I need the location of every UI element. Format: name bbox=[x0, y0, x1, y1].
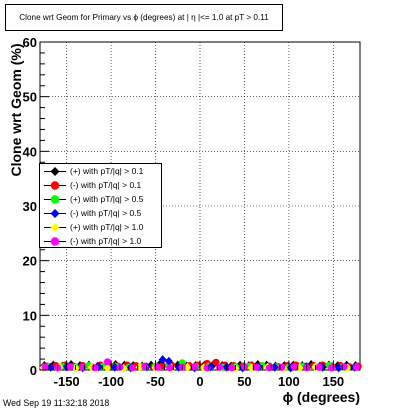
data-point bbox=[278, 363, 286, 371]
y-tick-label: 10 bbox=[23, 308, 37, 323]
legend-entry: (-) with pT/|q| > 0.1 bbox=[40, 179, 161, 192]
data-point bbox=[228, 364, 236, 372]
timestamp-footer: Wed Sep 19 11:32:18 2018 bbox=[3, 398, 110, 408]
data-point bbox=[340, 363, 348, 371]
legend: (+) with pT/|q| > 0.1 (-) with pT/|q| > … bbox=[39, 163, 162, 248]
data-point bbox=[315, 363, 323, 371]
data-point bbox=[158, 355, 167, 365]
data-point bbox=[79, 363, 87, 371]
data-point bbox=[103, 358, 112, 366]
legend-label: (-) with pT/|q| > 1.0 bbox=[70, 236, 142, 246]
data-point bbox=[183, 362, 192, 372]
data-point bbox=[270, 362, 279, 372]
y-tick-label: 60 bbox=[23, 35, 37, 50]
legend-marker bbox=[44, 195, 66, 204]
legend-marker bbox=[44, 223, 66, 232]
chart-title-box: Clone wrt Geom for Primary vs ϕ (degrees… bbox=[5, 4, 283, 31]
y-tick-label: 40 bbox=[23, 144, 37, 159]
data-point bbox=[103, 363, 112, 373]
legend-marker bbox=[44, 181, 66, 190]
legend-label: (+) with pT/|q| > 0.1 bbox=[70, 166, 144, 176]
legend-marker bbox=[44, 167, 66, 176]
data-point bbox=[153, 363, 161, 371]
data-point bbox=[327, 364, 336, 372]
y-tick-label: 0 bbox=[30, 363, 37, 378]
grid-lines bbox=[40, 42, 360, 370]
chart-title: Clone wrt Geom for Primary vs ϕ (degrees… bbox=[19, 13, 269, 22]
x-tick-label: 0 bbox=[196, 374, 203, 389]
x-axis-label: ϕ (degrees) bbox=[282, 389, 360, 405]
legend-entry: (+) with pT/|q| > 0.5 bbox=[40, 193, 161, 206]
data-point bbox=[253, 363, 261, 371]
x-tick-label: -100 bbox=[98, 374, 124, 389]
legend-label: (-) with pT/|q| > 0.5 bbox=[70, 208, 142, 218]
legend-label: (+) with pT/|q| > 0.5 bbox=[70, 194, 144, 204]
y-tick-label: 20 bbox=[23, 254, 37, 269]
legend-entry: (-) with pT/|q| > 0.5 bbox=[40, 207, 161, 220]
data-point bbox=[166, 364, 174, 372]
data-point bbox=[110, 362, 119, 372]
data-point bbox=[128, 364, 137, 372]
data-point bbox=[141, 363, 149, 371]
legend-entry: (-) with pT/|q| > 1.0 bbox=[40, 235, 161, 248]
data-point bbox=[164, 356, 173, 366]
legend-marker bbox=[44, 237, 66, 246]
data-point bbox=[203, 364, 211, 372]
data-point bbox=[66, 363, 74, 371]
legend-entry: (+) with pT/|q| > 0.1 bbox=[40, 165, 161, 178]
y-axis-label: Clone wrt Geom (%) bbox=[8, 43, 24, 177]
legend-entry: (+) with pT/|q| > 1.0 bbox=[40, 221, 161, 234]
data-point bbox=[91, 364, 99, 372]
legend-marker bbox=[44, 209, 66, 218]
x-tick-label: 150 bbox=[322, 374, 344, 389]
data-point bbox=[41, 363, 49, 371]
data-point bbox=[215, 363, 224, 371]
x-tick-label: 50 bbox=[237, 374, 251, 389]
y-tick-label: 50 bbox=[23, 90, 37, 105]
legend-label: (-) with pT/|q| > 0.1 bbox=[70, 180, 142, 190]
legend-label: (+) with pT/|q| > 1.0 bbox=[70, 222, 144, 232]
data-point bbox=[352, 363, 361, 371]
data-point bbox=[265, 364, 273, 372]
x-tick-label: -150 bbox=[54, 374, 80, 389]
data-point bbox=[290, 363, 298, 371]
x-tick-label: -50 bbox=[146, 374, 165, 389]
data-point bbox=[191, 363, 199, 371]
y-tick-label: 30 bbox=[23, 199, 37, 214]
x-tick-label: 100 bbox=[278, 374, 300, 389]
